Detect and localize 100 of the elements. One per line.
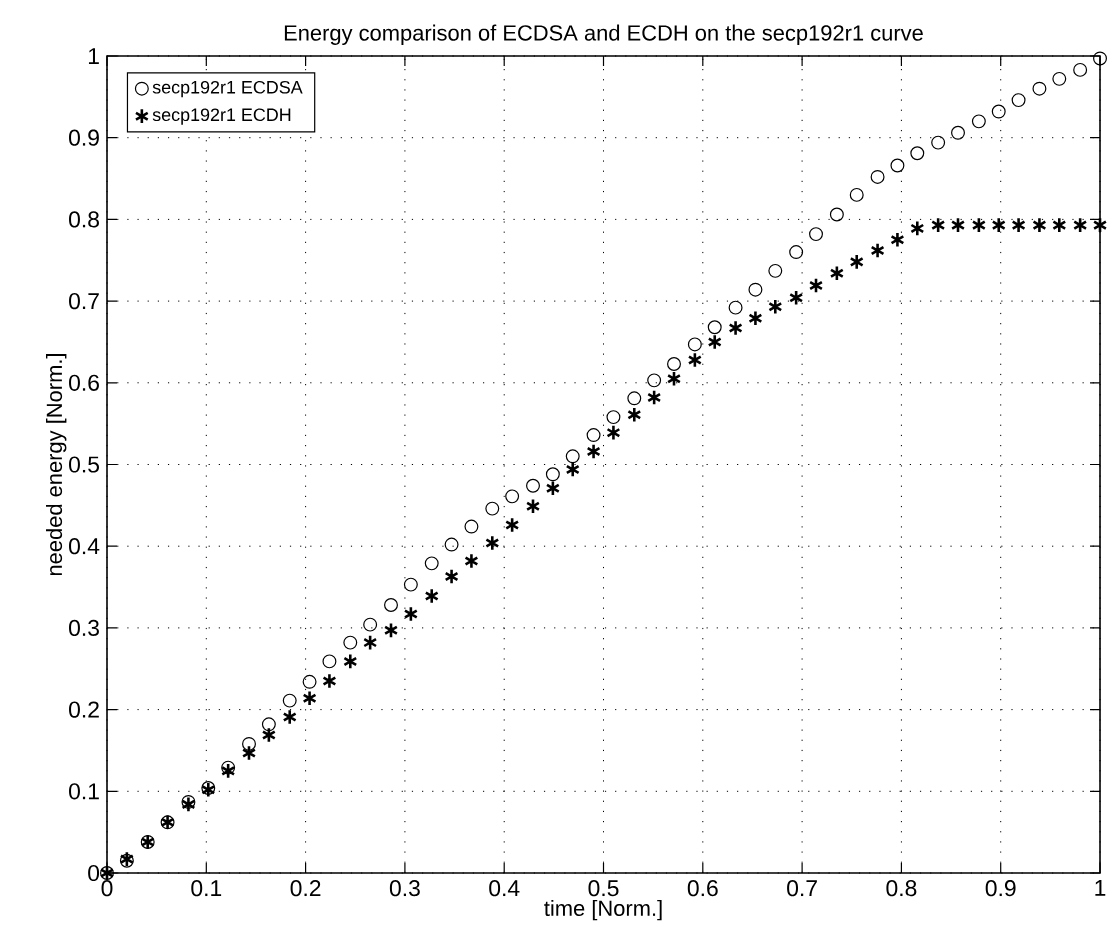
point [322, 654, 337, 669]
x-tick-label: 0.7 [787, 880, 817, 897]
point [606, 424, 621, 441]
x-tick-label: 0.6 [687, 880, 718, 897]
x-tick-label: 0.5 [588, 880, 619, 897]
point [1032, 217, 1047, 234]
point [789, 245, 804, 260]
point [748, 310, 763, 327]
point [646, 389, 662, 406]
point [849, 253, 864, 270]
point [485, 534, 500, 552]
chart-title: Energy comparison of ECDSA and ECDH on the secp192r1 curve [284, 24, 923, 45]
point [363, 617, 378, 632]
point [181, 794, 196, 809]
point [809, 227, 823, 242]
point [302, 690, 317, 707]
point [261, 717, 276, 732]
point [788, 289, 804, 306]
x-tick-label: 0 [101, 880, 113, 897]
x-axis-title: time [Norm.] [544, 899, 662, 921]
point [971, 114, 986, 129]
x-tick-label: 1 [1095, 880, 1106, 896]
point [525, 498, 541, 515]
point [586, 443, 601, 460]
point [666, 370, 682, 387]
point [951, 125, 965, 140]
point [808, 277, 824, 294]
point [1052, 217, 1067, 234]
point [403, 577, 418, 592]
point [728, 300, 743, 315]
point [1073, 62, 1088, 77]
point [930, 217, 946, 234]
y-tick-label: 0 [88, 864, 100, 882]
point [343, 635, 358, 650]
point [403, 605, 419, 623]
point [1011, 93, 1026, 108]
point [829, 265, 845, 282]
point [1072, 217, 1088, 234]
point [870, 169, 885, 184]
point [302, 674, 317, 689]
x-tick-label: 0.9 [985, 880, 1016, 897]
point [890, 158, 905, 173]
x-tick-label: 0.3 [389, 880, 420, 897]
x-tick-label: 0.4 [489, 880, 520, 897]
y-tick-label: 0.3 [69, 619, 99, 637]
point [870, 242, 885, 259]
point [444, 568, 459, 585]
point [565, 449, 580, 464]
point [221, 760, 236, 775]
point [1011, 217, 1026, 234]
point [282, 708, 297, 726]
point [728, 319, 743, 337]
x-tick-label: 0.8 [886, 880, 917, 897]
point [242, 736, 256, 751]
y-tick-label: 0.7 [69, 292, 99, 310]
point [687, 337, 702, 352]
point [829, 207, 844, 222]
point [444, 537, 459, 552]
point [1032, 81, 1047, 96]
point [100, 866, 114, 880]
x-tick-label: 0.2 [290, 880, 321, 897]
point [261, 726, 277, 743]
point [1092, 217, 1108, 234]
point [687, 351, 703, 368]
point [282, 693, 297, 708]
point [362, 634, 378, 651]
point [707, 320, 722, 335]
y-tick-label: 0.4 [69, 538, 100, 555]
point [383, 622, 399, 639]
y-axis-title: needed energy [Norm.] [46, 354, 67, 576]
point [768, 263, 783, 278]
point [343, 653, 358, 670]
y-tick-label: 1 [88, 48, 99, 64]
point [647, 373, 662, 388]
point [707, 333, 722, 351]
point [931, 135, 946, 150]
point [220, 762, 236, 779]
point [424, 587, 439, 605]
point [950, 217, 966, 234]
y-tick-label: 0.2 [69, 701, 99, 718]
point [667, 357, 681, 371]
point [545, 467, 560, 482]
point [1093, 51, 1107, 66]
y-tick-label: 0.5 [69, 456, 99, 473]
point [181, 796, 196, 813]
point [504, 516, 520, 534]
point [526, 478, 540, 493]
y-tick-label: 0.8 [69, 211, 99, 228]
x-tick-label: 0.1 [191, 880, 222, 897]
point [586, 428, 601, 443]
point [322, 672, 337, 690]
point [890, 231, 905, 248]
point [1052, 71, 1067, 86]
y-tick-label: 0.6 [69, 374, 99, 391]
point [384, 598, 398, 612]
point [991, 104, 1006, 119]
legend-label: secp192r1 ECDSA [152, 80, 303, 98]
point [748, 282, 763, 297]
y-tick-label: 0.9 [69, 129, 99, 146]
point [627, 391, 642, 406]
